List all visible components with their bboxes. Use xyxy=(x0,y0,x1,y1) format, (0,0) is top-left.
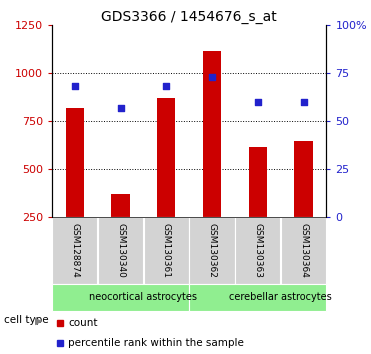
Text: cerebellar astrocytes: cerebellar astrocytes xyxy=(229,292,332,302)
Bar xyxy=(190,284,326,311)
Point xyxy=(301,99,306,105)
Bar xyxy=(111,194,130,217)
Bar xyxy=(66,108,84,217)
Bar xyxy=(190,217,235,284)
Bar xyxy=(52,284,189,311)
Text: GSM130364: GSM130364 xyxy=(299,223,308,278)
Bar xyxy=(98,217,143,284)
Text: neocortical astrocytes: neocortical astrocytes xyxy=(89,292,197,302)
Text: ▶: ▶ xyxy=(35,315,43,325)
Bar xyxy=(281,217,326,284)
Bar xyxy=(144,217,189,284)
Text: GSM128874: GSM128874 xyxy=(70,223,79,278)
Text: count: count xyxy=(68,319,98,329)
Text: GSM130340: GSM130340 xyxy=(116,223,125,278)
Bar xyxy=(295,141,313,217)
Text: GSM130363: GSM130363 xyxy=(253,223,262,278)
Text: GSM130362: GSM130362 xyxy=(208,223,217,278)
Point xyxy=(118,105,124,110)
Point xyxy=(209,74,215,80)
Bar xyxy=(249,147,267,217)
Text: cell type: cell type xyxy=(4,315,48,325)
Point xyxy=(255,99,261,105)
Bar xyxy=(235,217,280,284)
Bar xyxy=(52,217,98,284)
Title: GDS3366 / 1454676_s_at: GDS3366 / 1454676_s_at xyxy=(101,10,277,24)
Text: GSM130361: GSM130361 xyxy=(162,223,171,278)
Point xyxy=(163,84,169,89)
Point xyxy=(72,84,78,89)
Text: percentile rank within the sample: percentile rank within the sample xyxy=(68,338,244,348)
Bar xyxy=(157,98,175,217)
Bar xyxy=(203,51,221,217)
